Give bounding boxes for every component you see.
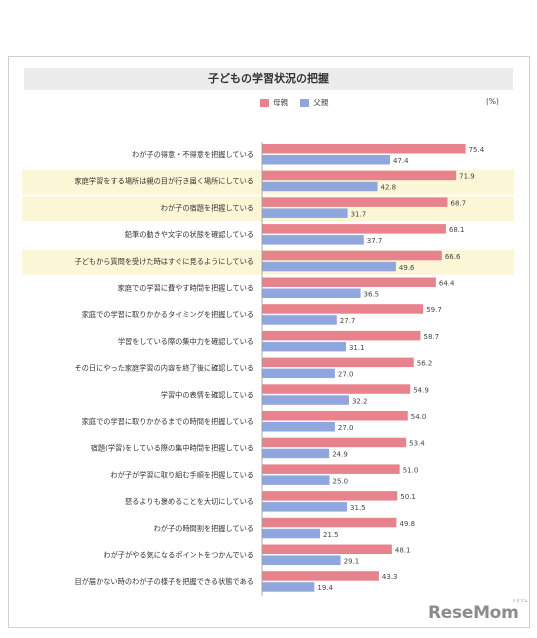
bar-father bbox=[262, 315, 337, 325]
data-label-father: 24.9 bbox=[332, 451, 348, 459]
category-label: 学習中の表情を確認している bbox=[161, 390, 254, 399]
category-label: 学習をしている際の集中力を確認している bbox=[118, 337, 254, 346]
bar-mother bbox=[262, 144, 466, 154]
bar-father bbox=[262, 502, 348, 512]
data-label-mother: 75.4 bbox=[469, 146, 485, 154]
data-label-mother: 58.7 bbox=[423, 333, 439, 341]
category-label: 家庭での学習に費やす時間を把握している bbox=[118, 284, 254, 293]
data-label-father: 32.2 bbox=[352, 397, 368, 405]
data-label-father: 37.7 bbox=[367, 237, 383, 245]
legend: 母親 父親 bbox=[260, 97, 338, 108]
bar-father bbox=[262, 235, 364, 245]
data-label-father: 31.5 bbox=[350, 504, 366, 512]
bar-father bbox=[262, 422, 335, 432]
data-label-father: 49.6 bbox=[399, 264, 415, 272]
data-label-mother: 54.0 bbox=[411, 413, 427, 421]
bar-mother bbox=[262, 357, 414, 368]
data-label-father: 29.1 bbox=[344, 558, 360, 566]
title-bar bbox=[24, 68, 513, 90]
category-label: 子どもから質問を受けた時はすぐに見るようにしている bbox=[75, 257, 254, 266]
data-label-mother: 43.3 bbox=[382, 573, 398, 581]
data-label-father: 25.0 bbox=[333, 477, 349, 485]
bar-father bbox=[262, 155, 390, 165]
category-label: 家庭学習をする場所は親の目が行き届く場所にしている bbox=[75, 177, 254, 186]
bar-father bbox=[262, 582, 315, 592]
data-label-mother: 68.7 bbox=[450, 199, 466, 207]
legend-swatch-mother bbox=[260, 99, 269, 107]
data-label-father: 42.8 bbox=[381, 184, 397, 192]
bar-mother bbox=[262, 277, 436, 287]
data-label-father: 27.7 bbox=[340, 317, 356, 325]
legend-item-mother: 母親 bbox=[260, 97, 288, 108]
bar-mother bbox=[262, 571, 379, 581]
category-label: わが子の時間割を把握している bbox=[154, 524, 254, 533]
bar-father bbox=[262, 261, 396, 272]
category-label: 鉛筆の動きや文字の状態を確認している bbox=[125, 230, 254, 239]
bar-mother bbox=[262, 250, 442, 261]
data-label-father: 27.0 bbox=[338, 371, 354, 379]
bar-mother bbox=[262, 197, 448, 207]
category-label: 目が届かない時のわが子の様子を把握できる状態である bbox=[75, 577, 254, 586]
data-label-father: 27.0 bbox=[338, 424, 354, 432]
data-label-mother: 48.1 bbox=[395, 547, 411, 555]
data-label-mother: 54.9 bbox=[413, 386, 429, 394]
chart-title: 子どもの学習状況の把握 bbox=[208, 72, 329, 85]
unit-label: (%) bbox=[486, 97, 499, 106]
bar-mother bbox=[262, 170, 457, 181]
category-label: わが子の宿題を把握している bbox=[161, 203, 254, 212]
data-label-mother: 56.2 bbox=[417, 360, 433, 368]
data-label-father: 31.1 bbox=[349, 344, 365, 352]
bar-father bbox=[262, 475, 330, 485]
legend-swatch-father bbox=[300, 99, 310, 107]
legend-label-father: 父親 bbox=[313, 98, 329, 107]
resemom-logo-sup: リセマム bbox=[512, 598, 528, 603]
bar-mother bbox=[262, 384, 411, 394]
data-label-father: 21.5 bbox=[323, 531, 339, 539]
bar-mother bbox=[262, 517, 397, 528]
category-label: わが子がやる気になるポイントをつかんでいる bbox=[103, 551, 254, 560]
bar-mother bbox=[262, 304, 424, 314]
category-label: わが子の得意・不得意を把握している bbox=[132, 150, 254, 159]
bar-mother bbox=[262, 330, 421, 341]
bar-mother bbox=[262, 491, 398, 501]
category-label: 怒るよりも褒めることを大切にしている bbox=[125, 497, 254, 506]
bar-father bbox=[262, 208, 348, 218]
bar-mother bbox=[262, 437, 407, 448]
data-label-mother: 59.7 bbox=[426, 306, 442, 314]
data-label-mother: 68.1 bbox=[449, 226, 465, 234]
bar-father bbox=[262, 528, 321, 539]
data-label-father: 47.4 bbox=[393, 157, 409, 165]
bar-father bbox=[262, 368, 335, 379]
data-label-mother: 66.6 bbox=[445, 253, 461, 261]
legend-item-father: 父親 bbox=[300, 97, 328, 108]
category-label: 宿題(学習)をしている際の集中時間を把握している bbox=[91, 444, 254, 453]
bar-father bbox=[262, 448, 330, 459]
data-label-father: 19.4 bbox=[317, 584, 333, 592]
resemom-logo: ReseMom bbox=[428, 603, 519, 623]
data-label-mother: 71.9 bbox=[459, 173, 475, 181]
data-label-father: 31.7 bbox=[351, 210, 367, 218]
legend-label-mother: 母親 bbox=[273, 98, 288, 107]
bar-mother bbox=[262, 464, 400, 474]
bar-father bbox=[262, 288, 361, 298]
data-label-mother: 50.1 bbox=[400, 493, 416, 501]
bar-father bbox=[262, 555, 341, 565]
data-label-father: 36.5 bbox=[364, 291, 380, 299]
bar-mother bbox=[262, 411, 408, 421]
data-label-mother: 51.0 bbox=[403, 466, 419, 474]
bar-father bbox=[262, 341, 346, 352]
bar-mother bbox=[262, 544, 392, 554]
bar-father bbox=[262, 395, 349, 405]
category-label: 家庭での学習に取りかかるまでの時間を把握している bbox=[82, 417, 254, 426]
category-label: わが子が学習に取り組む手順を把握している bbox=[110, 470, 254, 479]
data-label-mother: 64.4 bbox=[439, 280, 455, 288]
data-label-mother: 53.4 bbox=[409, 440, 425, 448]
bar-father bbox=[262, 181, 378, 192]
category-label: 家庭での学習に取りかかるタイミングを把握している bbox=[82, 310, 254, 319]
category-label: その日にやった家庭学習の内容を終了後に確認している bbox=[75, 364, 254, 373]
data-label-mother: 49.8 bbox=[399, 520, 415, 528]
bar-mother bbox=[262, 224, 446, 234]
